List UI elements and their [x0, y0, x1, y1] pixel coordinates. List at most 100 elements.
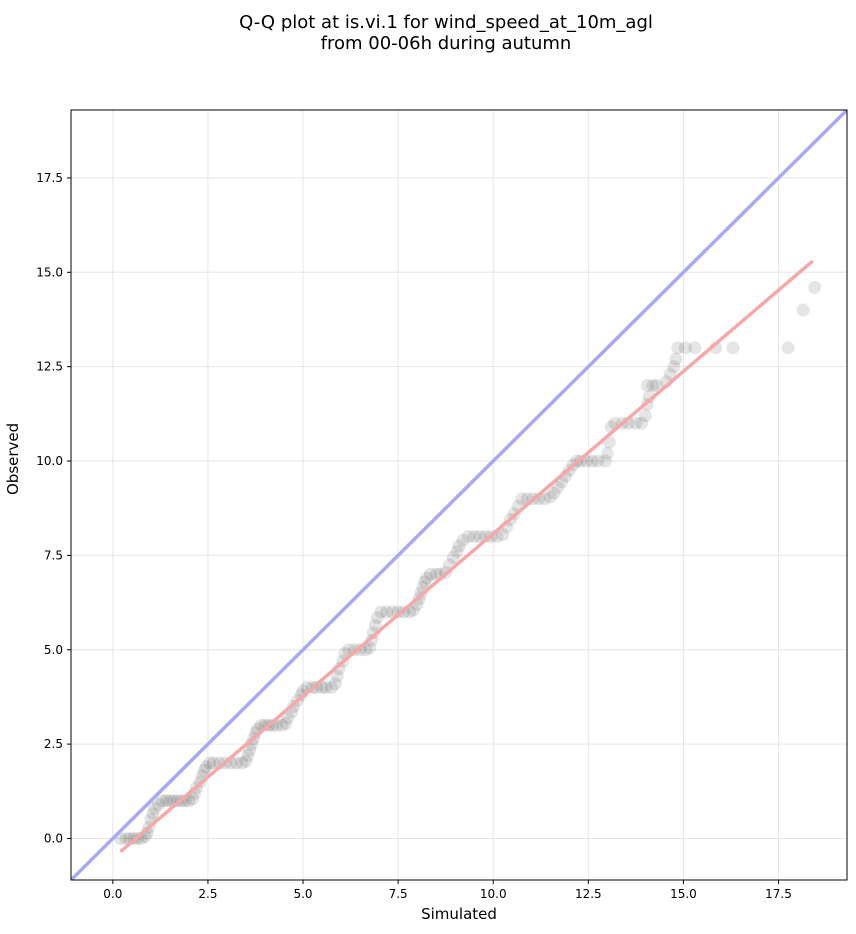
y-tick-label: 5.0 — [44, 643, 63, 657]
x-tick-label: 15.0 — [670, 887, 697, 901]
data-point — [423, 567, 437, 581]
data-point — [309, 681, 323, 694]
data-point — [678, 341, 692, 355]
data-point — [163, 794, 177, 808]
data-point — [239, 754, 253, 768]
data-point — [479, 530, 493, 544]
axis-ticks: 0.0 2.5 5.0 7.5 10.0 12.5 15.0 17.5 0.0 2.5 5.0 7.5… — [36, 171, 792, 901]
data-point — [515, 492, 529, 506]
data-point — [148, 801, 162, 815]
data-point — [629, 416, 643, 430]
data-point — [543, 490, 557, 504]
data-point — [650, 379, 664, 393]
data-point — [638, 409, 652, 423]
data-point — [551, 480, 565, 494]
x-tick-label: 12.5 — [575, 887, 602, 901]
data-point — [370, 611, 384, 625]
data-point — [207, 756, 221, 770]
data-point — [319, 681, 333, 694]
x-tick-label: 7.5 — [389, 887, 408, 901]
x-tick-label: 5.0 — [293, 887, 312, 901]
data-point — [235, 756, 249, 770]
y-tick-label: 10.0 — [36, 454, 63, 468]
data-points — [113, 280, 822, 845]
data-point — [600, 446, 614, 460]
data-point — [781, 341, 795, 355]
data-point — [363, 641, 377, 655]
y-tick-label: 12.5 — [36, 360, 63, 374]
data-point — [591, 454, 605, 468]
data-point — [688, 341, 702, 355]
data-point — [199, 760, 213, 774]
data-point — [420, 571, 434, 585]
x-axis-label: Simulated — [421, 905, 497, 923]
data-point — [640, 379, 654, 393]
data-point — [368, 618, 382, 632]
data-point — [203, 756, 217, 770]
data-point — [446, 550, 460, 564]
data-point — [418, 575, 432, 589]
y-tick-label: 17.5 — [36, 171, 63, 185]
data-point — [258, 718, 272, 732]
y-tick-label: 7.5 — [44, 548, 63, 562]
y-tick-label: 0.0 — [44, 831, 63, 845]
data-point — [406, 603, 420, 617]
data-point — [380, 605, 394, 619]
data-point — [241, 748, 255, 762]
data-point — [585, 454, 599, 468]
data-point — [635, 416, 649, 430]
x-tick-label: 17.5 — [765, 887, 792, 901]
data-point — [538, 492, 552, 506]
data-point — [642, 390, 656, 404]
data-point — [197, 764, 211, 778]
data-point — [450, 545, 464, 559]
data-point — [726, 341, 740, 355]
data-point — [279, 716, 293, 730]
data-point — [159, 794, 173, 808]
x-tick-label: 2.5 — [198, 887, 217, 901]
data-point — [229, 756, 243, 770]
y-tick-label: 15.0 — [36, 265, 63, 279]
data-point — [669, 352, 683, 366]
data-point — [473, 530, 487, 544]
y-tick-label: 2.5 — [44, 737, 63, 751]
data-point — [671, 341, 685, 355]
data-point — [365, 633, 379, 647]
identity-line — [71, 110, 847, 880]
data-point — [667, 360, 681, 374]
data-point — [266, 718, 280, 732]
data-point — [330, 669, 344, 683]
data-point — [646, 379, 660, 393]
data-point — [325, 681, 339, 694]
data-point — [332, 662, 346, 676]
data-point — [796, 303, 810, 317]
data-point — [456, 533, 470, 547]
reference-lines — [71, 110, 847, 880]
fit-line — [119, 259, 814, 854]
data-point — [808, 280, 822, 294]
x-tick-label: 0.0 — [103, 887, 122, 901]
data-point — [281, 711, 295, 725]
data-point — [146, 807, 160, 821]
data-point — [119, 831, 133, 845]
x-tick-label: 10.0 — [480, 887, 507, 901]
data-point — [547, 486, 561, 500]
data-point — [243, 743, 257, 757]
data-point — [248, 726, 262, 740]
chart-subtitle: from 00-06h during autumn — [320, 33, 572, 54]
data-point — [374, 605, 388, 619]
data-point — [328, 677, 342, 691]
chart-title: Q-Q plot at is.vi.1 for wind_speed_at_10… — [239, 12, 653, 33]
data-point — [452, 539, 466, 553]
data-point — [151, 798, 165, 812]
data-point — [462, 530, 476, 544]
y-axis-label: Observed — [4, 422, 22, 495]
data-point — [598, 454, 612, 468]
grid-lines — [71, 110, 847, 880]
data-point — [496, 528, 510, 542]
data-point — [275, 718, 289, 732]
data-point — [366, 626, 380, 640]
plot-frame — [70, 109, 848, 881]
